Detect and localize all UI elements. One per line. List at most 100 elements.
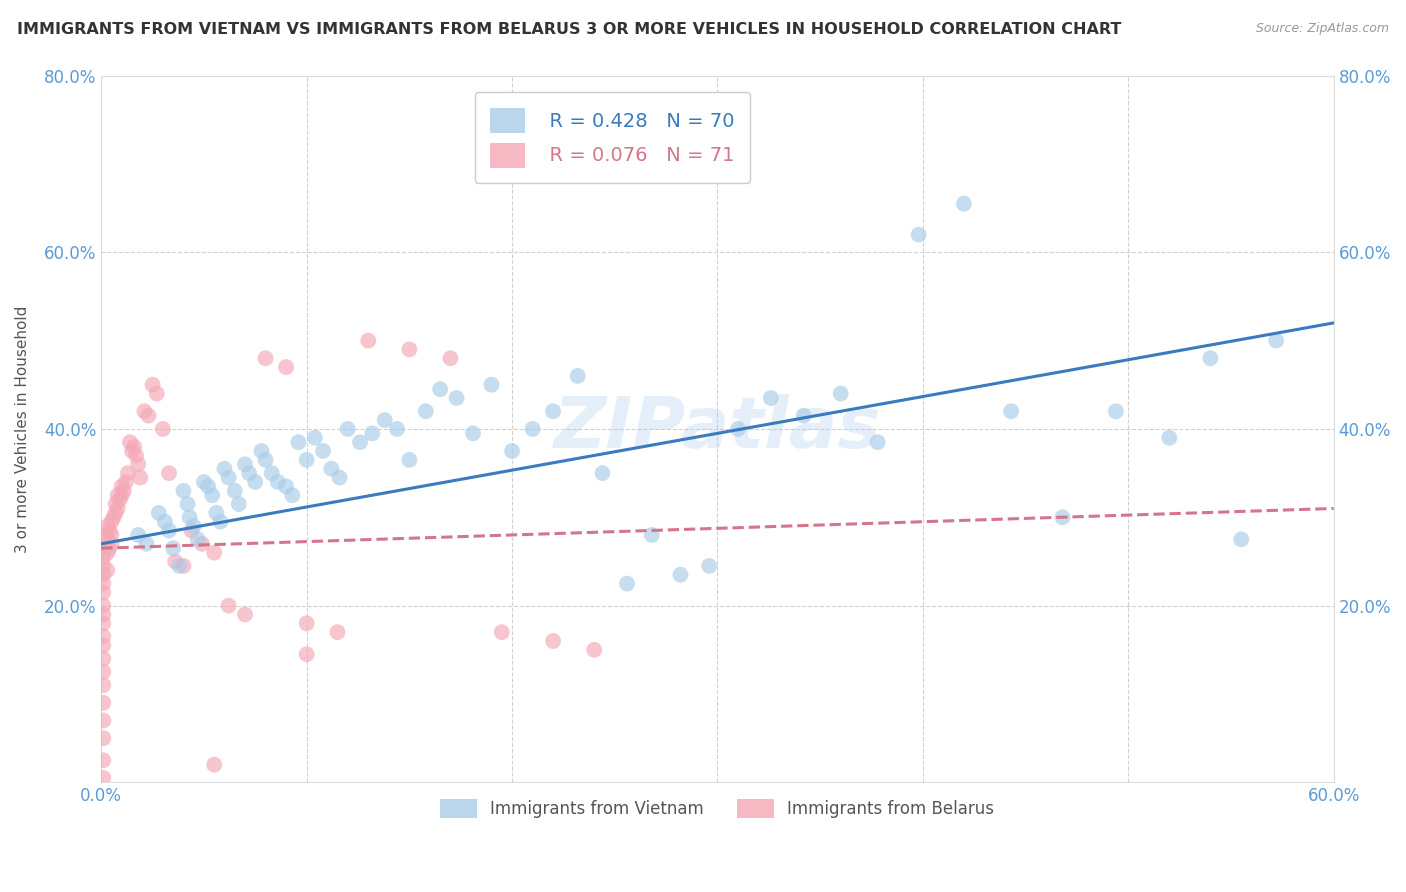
Point (127, 457, 149, 471)
Point (179, 510, 201, 524)
Point (112, 483, 135, 498)
Point (228, 497, 250, 511)
Point (157, 466, 180, 480)
Point (793, 409, 815, 423)
Point (176, 497, 198, 511)
Point (165, 554, 187, 568)
Point (727, 422, 749, 436)
Point (1265, 334, 1288, 348)
Point (541, 404, 564, 418)
Point (205, 506, 228, 520)
Point (96, 519, 118, 533)
Point (501, 444, 523, 458)
Point (91, 599, 114, 613)
Point (96, 533, 118, 547)
Legend: Immigrants from Vietnam, Immigrants from Belarus: Immigrants from Vietnam, Immigrants from… (433, 792, 1001, 825)
Y-axis label: 3 or more Vehicles in Household: 3 or more Vehicles in Household (15, 305, 30, 553)
Point (1000, 404, 1022, 418)
Point (100, 528, 122, 542)
Point (91, 550, 114, 565)
Point (202, 757, 225, 772)
Point (94, 528, 117, 542)
Point (254, 453, 277, 467)
Point (312, 444, 335, 458)
Point (304, 431, 326, 445)
Point (295, 453, 318, 467)
Point (96, 546, 118, 560)
Point (111, 479, 134, 493)
Point (107, 488, 129, 502)
Point (953, 196, 976, 211)
Point (1105, 404, 1128, 418)
Point (193, 475, 215, 489)
Point (1052, 510, 1074, 524)
Point (759, 391, 782, 405)
Point (274, 479, 297, 493)
Point (321, 461, 343, 475)
Point (91, 616, 114, 631)
Point (91, 639, 114, 653)
Point (1159, 431, 1181, 445)
Point (91, 630, 114, 644)
Point (336, 422, 359, 436)
Point (274, 360, 297, 375)
Point (134, 404, 156, 418)
Point (172, 483, 194, 498)
Point (91, 771, 114, 785)
Point (439, 351, 461, 366)
Point (522, 422, 544, 436)
Point (567, 368, 589, 383)
Point (125, 449, 148, 463)
Point (349, 435, 371, 450)
Point (697, 558, 720, 573)
Point (138, 409, 160, 423)
Point (104, 506, 127, 520)
Point (91, 576, 114, 591)
Point (461, 426, 484, 441)
Point (100, 537, 122, 551)
Point (135, 537, 157, 551)
Point (108, 492, 131, 507)
Point (357, 334, 380, 348)
Point (328, 470, 350, 484)
Point (591, 466, 613, 480)
Point (385, 422, 408, 436)
Point (122, 440, 145, 454)
Point (107, 501, 129, 516)
Point (446, 391, 468, 405)
Point (169, 558, 191, 573)
Point (91, 567, 114, 582)
Point (295, 616, 318, 631)
Text: IMMIGRANTS FROM VIETNAM VS IMMIGRANTS FROM BELARUS 3 OR MORE VEHICLES IN HOUSEHO: IMMIGRANTS FROM VIETNAM VS IMMIGRANTS FR… (17, 22, 1121, 37)
Point (187, 533, 209, 547)
Point (398, 343, 420, 357)
Point (361, 426, 384, 441)
Point (91, 678, 114, 692)
Point (197, 479, 219, 493)
Point (91, 541, 114, 556)
Point (669, 567, 692, 582)
Point (541, 634, 564, 648)
Point (415, 404, 437, 418)
Point (616, 576, 638, 591)
Point (162, 541, 184, 556)
Point (91, 696, 114, 710)
Point (233, 607, 256, 622)
Point (429, 382, 451, 396)
Point (191, 537, 214, 551)
Point (91, 731, 114, 746)
Point (281, 488, 304, 502)
Point (98, 524, 121, 538)
Point (233, 457, 256, 471)
Point (224, 483, 246, 498)
Point (1230, 533, 1253, 547)
Point (481, 377, 503, 392)
Point (103, 510, 125, 524)
Point (201, 488, 224, 502)
Point (91, 585, 114, 599)
Point (907, 227, 929, 242)
Point (583, 643, 606, 657)
Point (830, 386, 852, 401)
Point (91, 607, 114, 622)
Point (98, 541, 121, 556)
